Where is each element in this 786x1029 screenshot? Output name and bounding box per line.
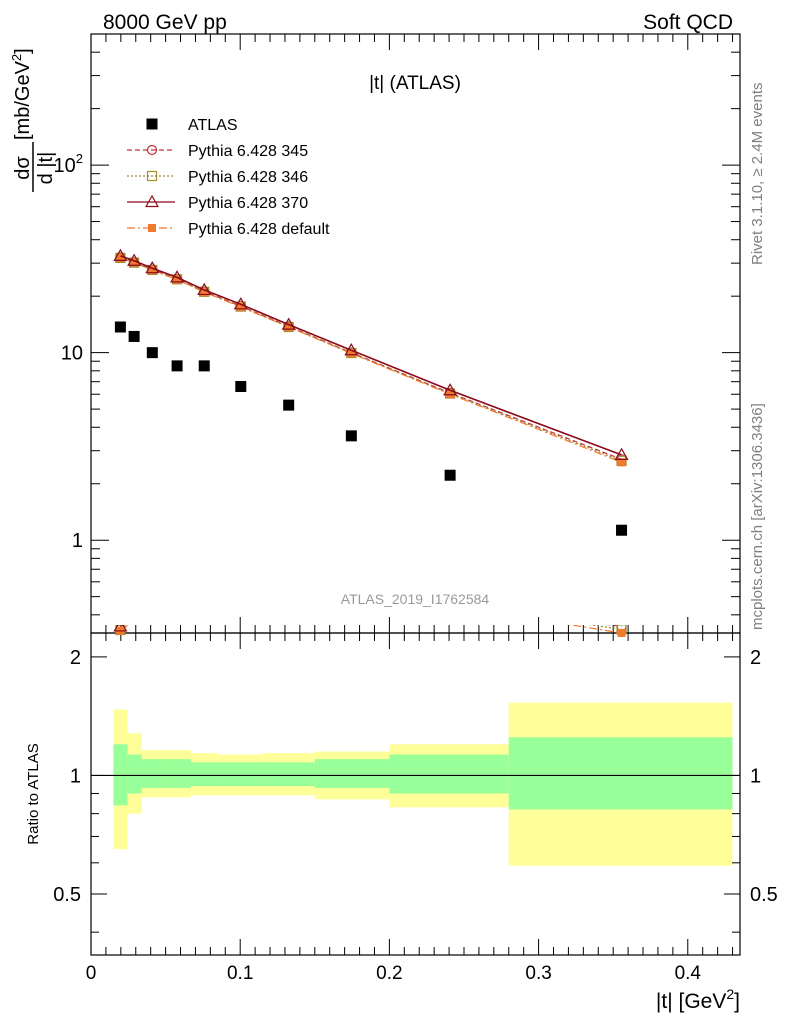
watermark: ATLAS_2019_I1762584 xyxy=(341,591,490,607)
data-point-p370 xyxy=(614,447,629,460)
y-tick-label-ratio: 1 xyxy=(70,765,81,787)
series-line-p370 xyxy=(120,255,622,456)
data-point-atlas xyxy=(171,360,183,372)
legend-label-pdefault: Pythia 6.428 default xyxy=(188,221,330,238)
uncertainty-band-inner xyxy=(162,759,191,788)
uncertainty-band-inner xyxy=(314,759,390,788)
uncertainty-band-inner xyxy=(141,759,163,788)
data-point-pdefault xyxy=(200,288,209,297)
data-point-pdefault xyxy=(284,322,293,331)
x-tick-label: 0 xyxy=(86,963,97,984)
x-tick-label: 0.1 xyxy=(227,963,253,984)
svg-text:[mb/GeV2]: [mb/GeV2] xyxy=(9,48,34,140)
xlabel: |t| [GeV2] xyxy=(656,986,740,1013)
data-point-pdefault xyxy=(130,258,139,267)
data-point-p370 xyxy=(344,343,359,356)
legend-marker-p346 xyxy=(146,170,158,182)
data-point-atlas xyxy=(146,347,158,359)
data-point-pdefault xyxy=(173,275,182,284)
ylabel-numerator: dσ xyxy=(12,156,34,180)
y-tick-label: 10 xyxy=(61,343,83,365)
ylabel-denominator: d |t| xyxy=(35,152,57,185)
ratio-point-pdefault xyxy=(617,629,626,637)
data-point-atlas xyxy=(114,321,126,333)
xlabel-text: |t| [GeV xyxy=(656,990,726,1013)
y-tick-label-ratio-right: 0.5 xyxy=(750,884,778,906)
legend-marker-atlas xyxy=(146,118,158,130)
ylabel-unit: [mb/GeV xyxy=(12,60,34,140)
data-point-atlas xyxy=(283,399,295,411)
data-point-atlas xyxy=(128,330,140,342)
ylabel-unit-suffix: ] xyxy=(12,48,34,54)
legend-label-p370: Pythia 6.428 370 xyxy=(188,195,308,212)
data-point-p370 xyxy=(281,317,296,330)
data-point-atlas xyxy=(345,430,357,442)
legend-marker-p370 xyxy=(144,194,160,208)
xlabel-suffix: ] xyxy=(734,990,740,1013)
ratio-point-p370 xyxy=(113,625,128,632)
main-panel: 1 10 102 xyxy=(54,33,741,634)
plot-title: |t| (ATLAS) xyxy=(369,73,461,94)
uncertainty-band-inner xyxy=(190,762,218,787)
data-point-p370 xyxy=(127,253,142,266)
y-tick-label: 1 xyxy=(72,530,83,552)
legend-label-atlas: ATLAS xyxy=(188,117,238,134)
xlabel-power: 2 xyxy=(726,986,734,1002)
y-tick-label-ratio: 2 xyxy=(70,647,81,669)
x-tick-label: 0.2 xyxy=(376,963,402,984)
ratio-frame xyxy=(90,632,741,956)
legend-marker-p345 xyxy=(146,144,158,156)
uncertainty-band-inner xyxy=(113,744,128,806)
y-tick-label: 102 xyxy=(54,151,83,177)
ylabel-ratio: Ratio to ATLAS xyxy=(25,743,42,844)
x-tick-label: 0.3 xyxy=(525,963,551,984)
data-point-p370 xyxy=(145,260,160,274)
ratio-panel: 0 0.1 0.2 0.3 0.4 0.5 0.5 1 1 2 2 xyxy=(53,625,778,984)
data-point-atlas xyxy=(444,469,456,481)
series-line-p346 xyxy=(120,257,622,462)
legend-marker-pdefault xyxy=(148,224,156,232)
data-point-p370 xyxy=(170,270,185,283)
data-point-p370 xyxy=(113,248,128,261)
data-point-atlas xyxy=(198,360,210,372)
data-point-p370 xyxy=(233,297,248,310)
uncertainty-band-inner xyxy=(127,754,142,794)
legend-label-p345: Pythia 6.428 345 xyxy=(188,143,308,160)
uncertainty-band-inner xyxy=(262,762,315,787)
data-point-pdefault xyxy=(347,349,356,358)
data-point-p370 xyxy=(197,282,212,296)
mcplots-label: mcplots.cern.ch [arXiv:1306.3436] xyxy=(749,403,766,630)
data-point-atlas xyxy=(616,524,628,536)
data-point-pdefault xyxy=(617,458,626,467)
data-point-atlas xyxy=(235,380,247,392)
data-point-pdefault xyxy=(116,253,125,262)
uncertainty-band-inner xyxy=(389,754,509,794)
ratio-series-group xyxy=(113,625,627,637)
legend-label-p346: Pythia 6.428 346 xyxy=(188,169,308,186)
y-tick-label-ratio: 0.5 xyxy=(53,884,81,906)
uncertainty-band-inner xyxy=(217,762,263,787)
header-left: 8000 GeV pp xyxy=(103,11,227,34)
ylabel-main: dσ d |t| [mb/GeV2] xyxy=(9,48,57,192)
x-tick-label: 0.4 xyxy=(675,963,702,984)
data-point-pdefault xyxy=(236,303,245,312)
data-point-pdefault xyxy=(148,266,157,275)
rivet-label: Rivet 3.1.10, ≥ 2.4M events xyxy=(749,83,766,266)
ylabel-unit-power: 2 xyxy=(9,54,24,61)
y-tick-label-ratio-right: 2 xyxy=(750,647,761,669)
header-right: Soft QCD xyxy=(643,11,733,34)
legend: ATLAS Pythia 6.428 345 Pythia 6.428 346 Pyt… xyxy=(127,117,330,238)
data-point-p370 xyxy=(443,383,458,396)
y-tick-label-ratio-right: 1 xyxy=(750,765,761,787)
uncertainty-band-inner xyxy=(508,737,733,810)
